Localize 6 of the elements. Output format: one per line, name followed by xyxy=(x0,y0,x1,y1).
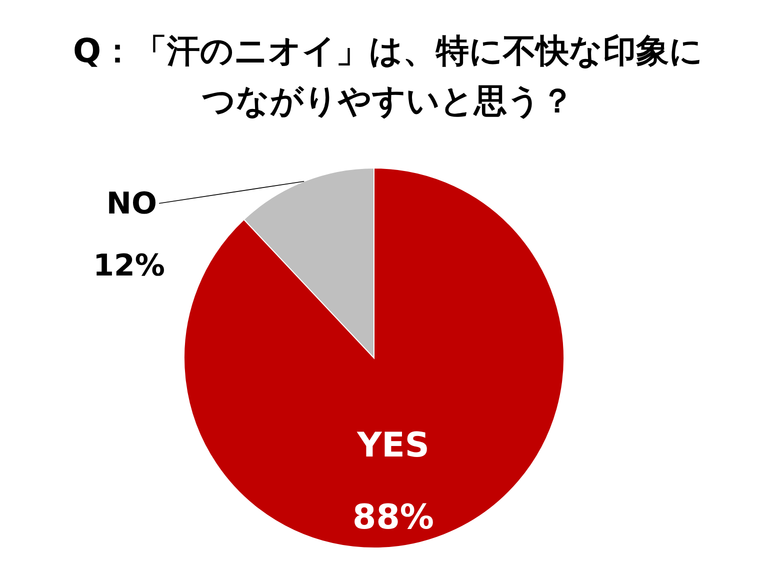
data-label: 88% xyxy=(352,498,434,538)
pie-slice xyxy=(184,168,564,548)
chart-title: Q：「汗のニオイ」は、特に不快な印象につながりやすいと思う？ xyxy=(72,31,704,120)
slice-label: YES xyxy=(356,426,430,466)
slice-label: NO xyxy=(106,186,158,222)
data-label: 12% xyxy=(93,248,165,284)
